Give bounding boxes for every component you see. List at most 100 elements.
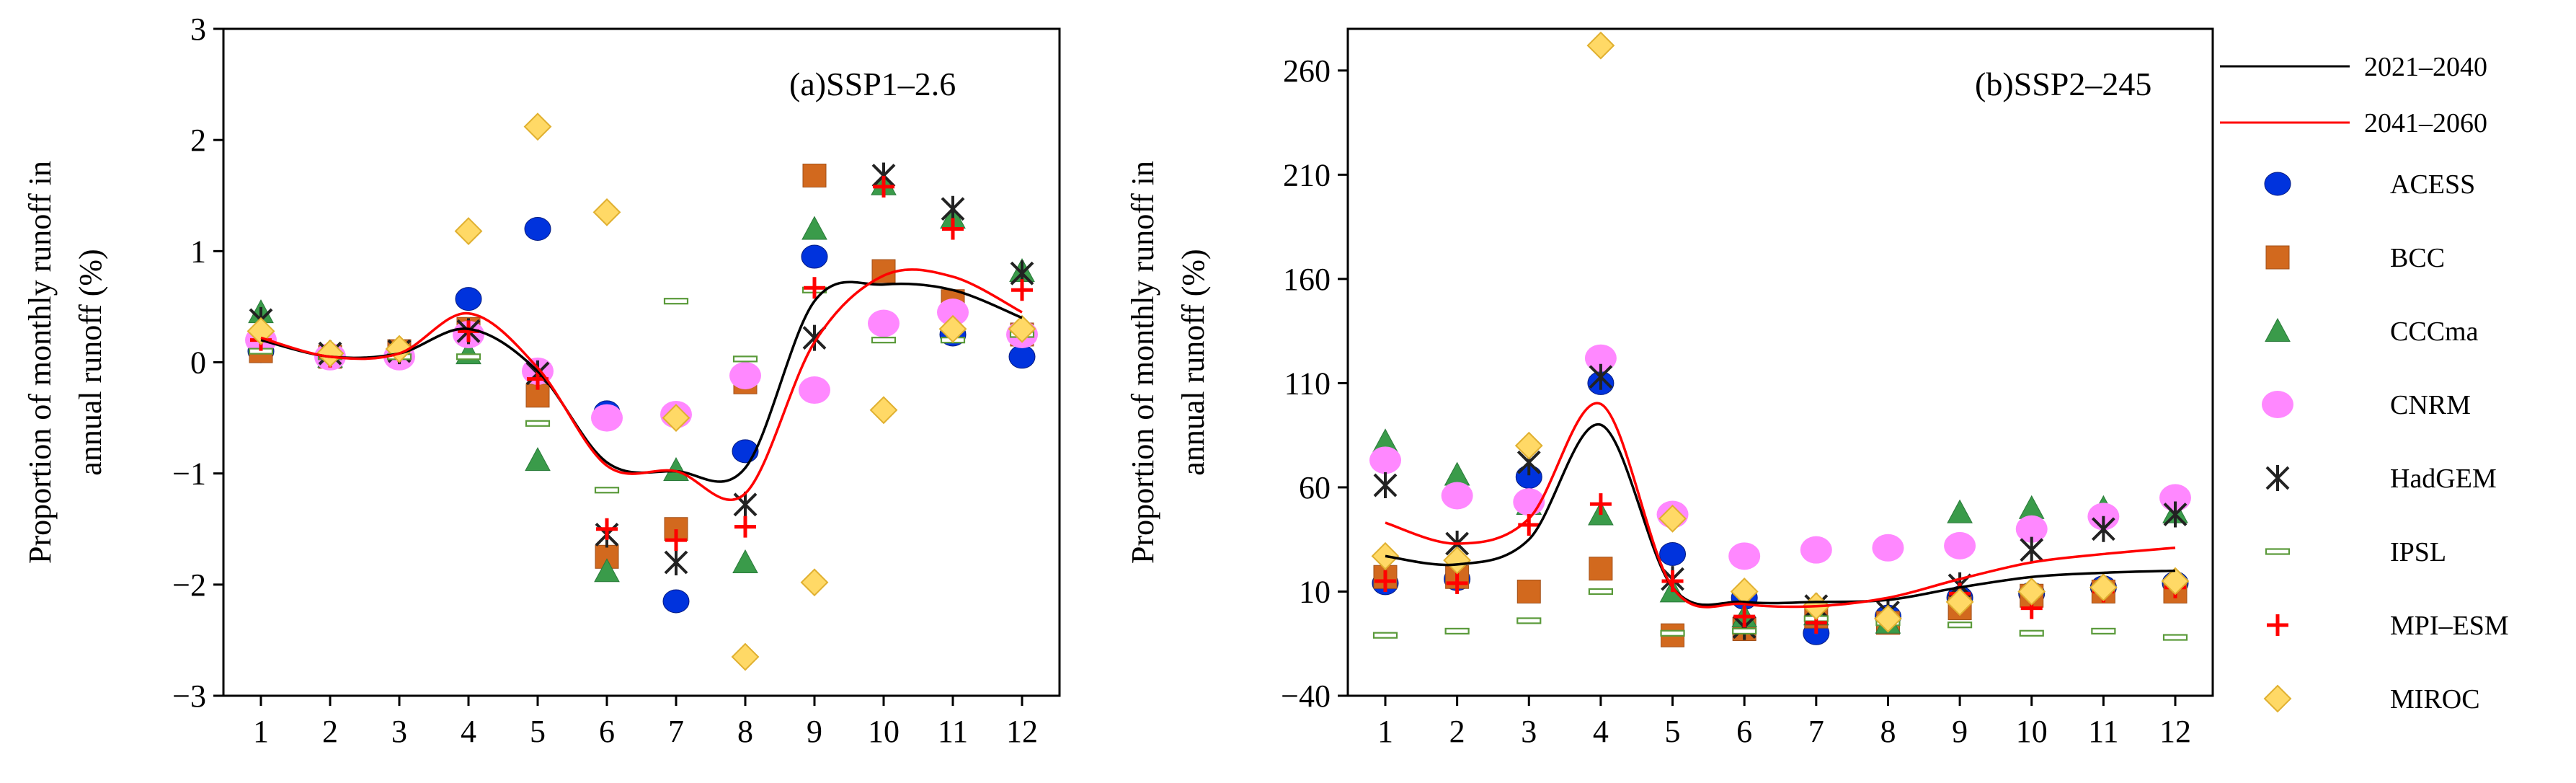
panel-b-point-hadgem-m11 [2091,516,2115,542]
panel-a-line-early-period [260,280,1023,483]
panel-a-point-cnrm-m9 [799,376,830,404]
panel-b-y-tick-label: 260 [1283,53,1331,89]
panel-b-point-cnrm-m9 [1944,531,1976,559]
panel-b-point-ipsl-m10 [2019,629,2044,637]
panel-a-x-tick-label: 11 [938,714,968,749]
legend-label-miroc: MIROC [2390,684,2480,715]
panel-b-point-cnrm-m2 [1441,482,1473,510]
panel-b-ylabel-line2: annual runoff (%) [1176,249,1211,475]
panel-b-series-cnrm [1369,344,2191,570]
panel-b-point-hadgem-m10 [2020,536,2044,563]
panel-a-point-acess-m9 [801,244,828,269]
legend-line-label-2041-2060: 2041–2060 [2364,108,2487,138]
panel-b-point-cccma-m2 [1444,461,1470,486]
panel-b-x-tick-label: 6 [1736,714,1752,749]
panel-b-point-ipsl-m3 [1516,617,1542,624]
panel-a-series-hadgem [249,162,1034,575]
panel-a-point-hadgem-m8 [733,491,758,518]
panel-b-point-ipsl-m11 [2091,627,2116,634]
panel-a-y-tick-label: −2 [172,567,206,603]
panel-a-point-cccma-m6 [594,558,620,583]
panel-b-point-cnrm-m1 [1369,446,1401,474]
panel-b-point-hadgem-m1 [1373,472,1398,499]
panel-b-point-cnrm-m10 [2015,515,2048,543]
panel-b-x-tick-label: 8 [1880,714,1896,749]
panel-a-point-ipsl-m6 [594,487,620,494]
panel-a-ylabel-line2: annual runoff (%) [73,249,108,475]
panel-a-point-miroc-m5 [523,112,552,141]
panel-b-point-ipsl-m12 [2162,634,2188,641]
panel-b-y-tick-label: 160 [1283,262,1331,297]
panel-a-point-acess-m4 [455,287,482,311]
panel-a-plot-area [245,112,1038,671]
panel-b-series-hadgem [1373,363,2188,640]
panel-b-y-tick-label: 10 [1299,574,1331,609]
panel-b-point-ipsl-m6 [1732,627,1757,634]
panel-a-point-acess-m5 [524,217,551,241]
panel-a-x-tick-label: 1 [253,714,269,749]
panel-a-point-miroc-m11 [938,314,967,343]
panel-a-x-tick-label: 5 [530,714,546,749]
panel-b-point-miroc-m5 [1658,504,1687,533]
panel-b-point-cnrm-m6 [1728,542,1761,570]
legend-marker-mpi-esm [2267,614,2288,636]
panel-a-series-miroc [247,112,1036,671]
panel-b-series-miroc [1371,31,2190,633]
panel-a-point-miroc-m10 [869,396,898,425]
panel-b-y-tick-label: 60 [1299,470,1331,505]
panel-b-x-tick-label: 12 [2159,714,2191,749]
panel-b-x-tick-label: 11 [2088,714,2118,749]
panel-a-line-late-period [260,268,1023,501]
panel-b-point-cnrm-m8 [1872,534,1904,562]
panel-a-point-mpi-esm-m12 [1011,279,1033,301]
panel-b-point-acess-m5 [1659,541,1687,566]
panel-b-point-mpi-esm-m1 [1374,570,1396,593]
panel-a-point-miroc-m2 [316,339,345,368]
panel-b-point-ipsl-m4 [1588,588,1614,596]
panel-b-y-tick-label: 110 [1284,366,1331,401]
panel-a-point-cnrm-m6 [591,404,623,432]
panel-a-series-cnrm [245,298,1038,432]
panel-a-point-hadgem-m9 [802,324,827,351]
panel-a-y-tick-label: −1 [172,456,206,492]
panel-b-series-ipsl [1372,588,2188,641]
panel-b-plot-frame [1346,27,2214,697]
panel-b-point-miroc-m3 [1514,431,1543,460]
panel-a-x-tick-label: 9 [807,714,822,749]
panel-b-point-miroc-m8 [1874,604,1902,633]
panel-a-x-tick-label: 6 [599,714,615,749]
panel-b-point-miroc-m10 [2017,578,2046,606]
panel-b-point-cnrm-m7 [1800,536,1832,564]
panel-a-point-cccma-m9 [801,216,827,240]
panel-b-y-tick-label: −40 [1281,678,1331,714]
legend-marker-miroc [2263,684,2292,713]
panel-b-point-miroc-m2 [1443,546,1472,575]
panel-a-point-mpi-esm-m6 [596,518,618,540]
panel-a-point-cccma-m5 [525,447,551,472]
panel-b-y-tick-label: 210 [1283,157,1331,193]
panel-b-point-mpi-esm-m4 [1589,493,1612,516]
panel-b-point-hadgem-m12 [2163,501,2188,528]
panel-a-y-tick-label: 3 [190,12,206,47]
panel-b-x-tick-label: 3 [1521,714,1537,749]
panel-b-point-ipsl-m5 [1660,629,1685,637]
panel-a-point-cnrm-m11 [937,298,969,327]
legend-marker-bcc [2265,245,2290,270]
panel-a-x-tick-label: 4 [461,714,476,749]
panel-a-point-mpi-esm-m10 [873,175,894,198]
panel-a-point-hadgem-m11 [941,195,965,222]
panel-a-point-ipsl-m7 [663,298,689,305]
panel-a-point-ipsl-m10 [871,337,897,344]
panel-a-point-cnrm-m10 [868,309,900,337]
panel-b-point-ipsl-m2 [1444,627,1470,634]
panel-a-point-mpi-esm-m7 [665,529,687,552]
legend-label-mpi-esm: MPI–ESM [2390,611,2509,641]
panel-a-point-miroc-m1 [247,317,275,345]
panel-a-y-tick-label: −3 [172,678,206,714]
panel-a-point-ipsl-m8 [732,355,758,363]
panel-b-x-tick-label: 10 [2016,714,2048,749]
panel-a-x-tick-label: 12 [1006,714,1038,749]
panel-b-x-tick-label: 2 [1449,714,1465,749]
